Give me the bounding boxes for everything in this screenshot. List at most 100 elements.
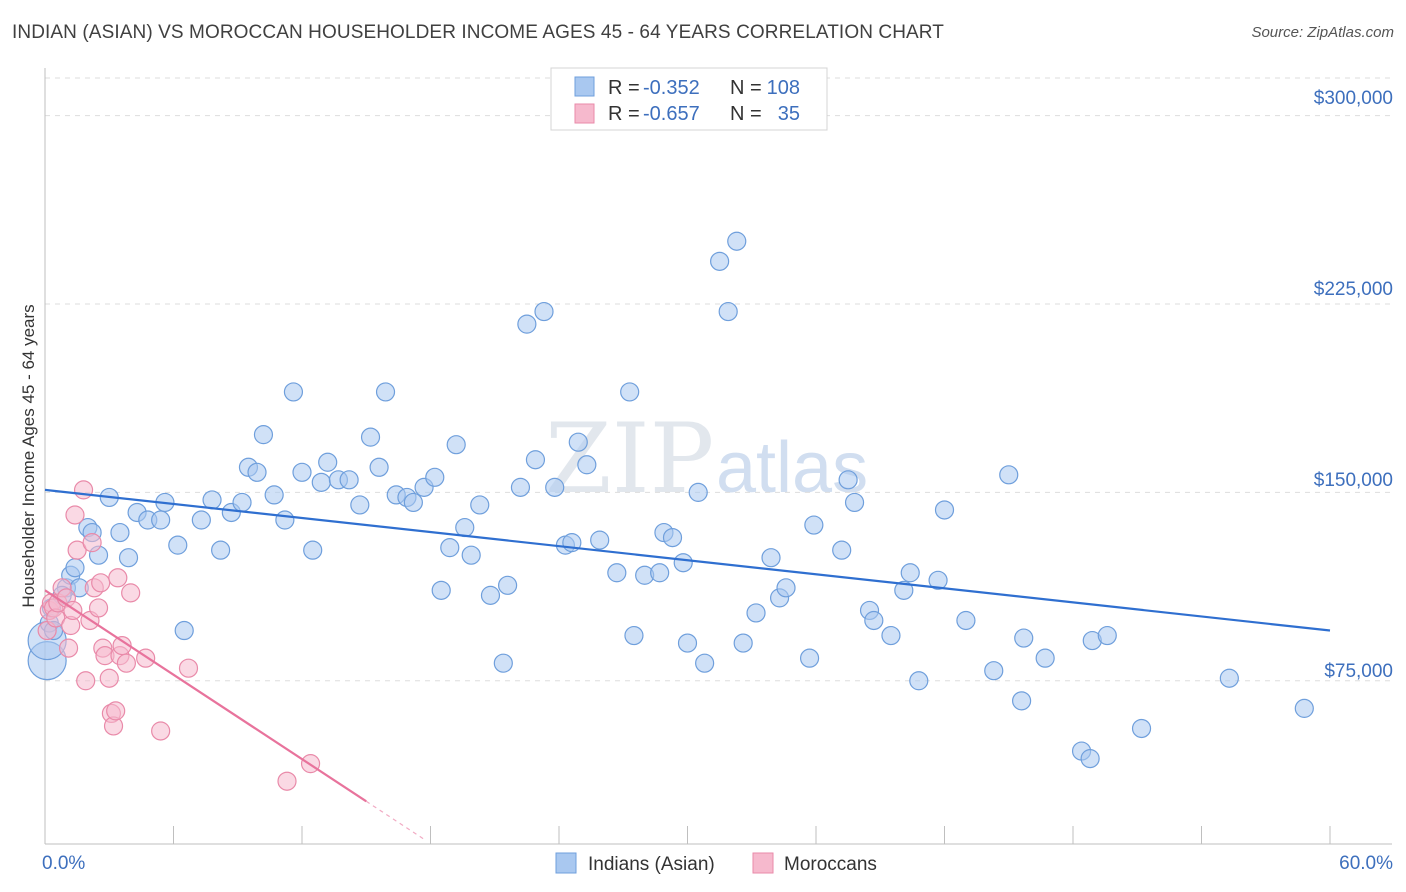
indian-asian-point (1097, 625, 1117, 646)
x-tick-label-max: 60.0% (1339, 853, 1393, 874)
watermark-atlas: atlas (716, 428, 868, 508)
indian-asian-point (650, 563, 670, 583)
legend-r-label: R = (608, 77, 640, 99)
chart-source: Source: ZipAtlas.com (1251, 24, 1394, 41)
x-tick-label-min: 0.0% (42, 853, 85, 874)
moroccan-point (67, 540, 87, 560)
indian-asian-point (733, 633, 753, 653)
top-legend-box (550, 67, 828, 131)
moroccan-point (178, 658, 199, 678)
indian-asian-point (928, 570, 948, 590)
legend-swatch-pink (574, 103, 595, 124)
indian-asian-point (292, 462, 312, 482)
y-tick-label: $300,000 (1314, 88, 1393, 109)
moroccan-point (73, 480, 94, 500)
indian-asian-point (493, 653, 513, 673)
indian-asian-point (318, 452, 338, 472)
indian-asian-point (369, 457, 389, 477)
y-tick-labels: $300,000 $225,000 $150,000 $75,000 (1314, 88, 1393, 682)
indian-asian-point (1080, 749, 1100, 769)
legend-n-label: N = (730, 103, 762, 125)
bottom-legend-swatch-pink (752, 852, 774, 874)
trend-lines (44, 488, 1331, 842)
indian-asian-point (881, 625, 901, 646)
indian-asian-point (746, 603, 766, 623)
moroccan-point (116, 653, 136, 673)
moroccan-point (58, 638, 79, 658)
indian-asian-point (1294, 698, 1314, 718)
indian-asian-point (534, 301, 554, 322)
indian-asian-point (761, 548, 781, 568)
indian-asian-point (455, 517, 475, 538)
indian-asian-point (118, 548, 139, 568)
indian-asian-point (673, 553, 693, 573)
indian-asian-point (1131, 718, 1152, 739)
indian-asian-point (470, 495, 490, 515)
bottom-legend-label-pink: Moroccans (784, 854, 877, 875)
indian-asian-point (191, 510, 211, 530)
indian-asian-point (607, 563, 627, 583)
indian-asian-point (375, 382, 396, 402)
legend-n-value: 108 (767, 77, 800, 99)
y-tick-label: $150,000 (1314, 470, 1393, 491)
indian-asian-point (620, 382, 640, 402)
indian-asian-trend-line (44, 488, 1331, 632)
indian-asian-point (832, 540, 852, 560)
indian-asian-point (894, 580, 914, 600)
watermark: ZIP atlas (545, 403, 868, 515)
indian-asian-point (577, 455, 597, 475)
moroccan-point (65, 505, 85, 525)
moroccan-point (151, 721, 171, 741)
indian-asian-point (303, 540, 323, 560)
chart-title: INDIAN (ASIAN) VS MOROCCAN HOUSEHOLDER I… (12, 22, 944, 43)
gridlines (45, 77, 1392, 682)
indian-asian-point (590, 530, 610, 550)
indian-asian-point (1219, 668, 1239, 688)
legend-r-value: -0.657 (643, 103, 700, 125)
indian-asian-point (275, 510, 295, 530)
moroccan-point (76, 671, 96, 691)
indian-asian-point (624, 625, 644, 646)
indian-asian-point (727, 231, 747, 251)
legend-r-value: -0.352 (643, 77, 700, 99)
indian-asian-point (695, 653, 715, 673)
moroccan-point (91, 573, 111, 593)
bottom-legend: Indians (Asian) Moroccans (555, 852, 877, 875)
legend-r-label: R = (608, 103, 640, 125)
indian-asian-point (864, 610, 884, 631)
indian-asian-point (545, 477, 565, 497)
moroccan-point (108, 568, 128, 588)
moroccan-point (277, 771, 297, 791)
indian-asian-point (174, 620, 194, 641)
indian-asian-point (1011, 691, 1032, 711)
indian-asian-point (431, 580, 451, 600)
indian-asian-point (425, 467, 445, 487)
indian-asian-point (1035, 648, 1055, 668)
indian-asian-point (110, 522, 130, 543)
indian-asian-point (677, 633, 698, 653)
indian-asian-point (517, 314, 537, 334)
moroccan-trend-line (44, 589, 367, 803)
indian-asian-point (232, 492, 252, 513)
indian-asian-point (900, 563, 920, 583)
moroccan-point (106, 701, 126, 721)
y-axis-label: Householder Income Ages 45 - 64 years (19, 304, 38, 607)
y-tick-label: $225,000 (1314, 279, 1393, 300)
indian-asian-point (65, 558, 85, 578)
y-tick-label: $75,000 (1324, 661, 1393, 682)
indian-asian-point (568, 432, 588, 452)
indian-asian-point (525, 450, 546, 470)
indian-asian-point (662, 527, 683, 548)
indian-asian-point (151, 510, 171, 530)
indian-asian-point (247, 462, 267, 482)
indian-asian-point (283, 382, 304, 402)
indian-asian-point (440, 538, 460, 558)
indian-asian-point (844, 492, 865, 513)
indian-asian-point (984, 661, 1004, 681)
indian-asian-point (1014, 628, 1034, 648)
top-legend: R = -0.352 N = 108 R = -0.657 N = 35 (550, 67, 828, 131)
indian-asian-point (350, 495, 370, 515)
scatter-points (27, 231, 1314, 791)
moroccan-point (88, 598, 109, 618)
